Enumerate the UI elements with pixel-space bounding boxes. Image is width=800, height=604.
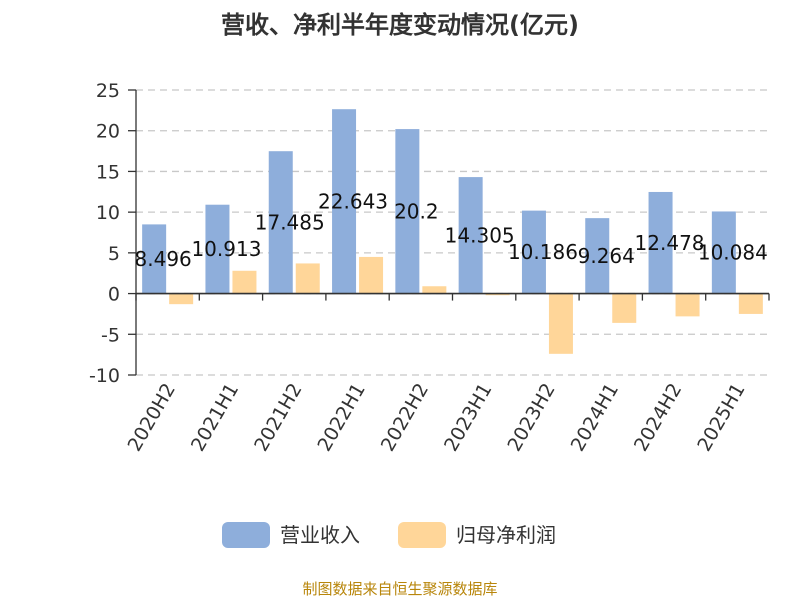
bar-revenue	[458, 177, 483, 294]
data-label-revenue: 8.496	[135, 247, 192, 271]
bar-revenue	[332, 109, 357, 294]
bar-net-profit	[422, 286, 447, 294]
x-tick-label: 2021H2	[250, 380, 306, 456]
data-label-revenue: 9.264	[578, 244, 635, 268]
bar-net-profit	[485, 293, 510, 296]
x-tick-label: 2024H2	[630, 380, 686, 456]
bar-net-profit	[169, 293, 194, 305]
data-label-revenue: 20.2	[394, 199, 439, 223]
x-tick-label: 2023H1	[440, 380, 496, 456]
bar-net-profit	[359, 256, 384, 294]
data-label-revenue: 10.186	[508, 240, 578, 264]
bar-net-profit	[675, 293, 700, 317]
data-label-revenue: 17.485	[255, 210, 325, 234]
x-tick-label: 2024H1	[567, 380, 623, 456]
y-tick-label: -5	[101, 324, 120, 346]
y-tick-label: 0	[108, 284, 120, 306]
data-label-revenue: 10.084	[698, 241, 768, 265]
bar-net-profit	[738, 293, 763, 314]
chart-title: 营收、净利半年度变动情况(亿元)	[221, 11, 579, 39]
bar-net-profit	[232, 270, 257, 294]
legend-label-net-profit: 归母净利润	[456, 523, 556, 547]
y-tick-label: 10	[96, 202, 120, 224]
legend: 营业收入 归母净利润	[222, 522, 556, 548]
y-tick-label: 15	[96, 161, 120, 183]
x-tick-label: 2023H2	[503, 380, 559, 456]
bar-revenue	[585, 218, 610, 294]
bar-revenue	[648, 191, 673, 294]
y-tick-label: -10	[89, 365, 120, 387]
y-tick-label: 20	[96, 121, 120, 143]
x-tick-label: 2022H1	[313, 380, 369, 456]
bar-net-profit	[295, 263, 320, 294]
data-label-revenue: 12.478	[635, 231, 705, 255]
legend-swatch-net-profit	[398, 522, 446, 548]
data-label-revenue: 10.913	[191, 237, 261, 261]
bars	[142, 109, 763, 354]
x-tick-label: 2021H1	[187, 380, 243, 456]
x-tick-label: 2022H2	[377, 380, 433, 456]
bar-revenue	[268, 151, 293, 294]
bar-net-profit	[612, 293, 637, 323]
bar-revenue	[395, 129, 420, 294]
y-tick-label: 5	[108, 243, 120, 265]
bar-net-profit	[548, 293, 573, 354]
y-axis: 25 20 15 10 5 0 -5 -10	[89, 80, 137, 387]
bar-revenue	[205, 204, 230, 294]
y-tick-label: 25	[96, 80, 120, 102]
x-tick-label: 2020H2	[124, 380, 180, 456]
bar-revenue	[711, 211, 736, 294]
source-note: 制图数据来自恒生聚源数据库	[302, 580, 497, 598]
bar-revenue	[521, 210, 546, 294]
legend-label-revenue: 营业收入	[280, 523, 360, 547]
legend-swatch-revenue	[222, 522, 270, 548]
data-label-revenue: 14.305	[445, 223, 515, 247]
bar-revenue	[142, 224, 167, 294]
data-label-revenue: 22.643	[318, 189, 388, 213]
x-tick-label: 2025H1	[693, 380, 749, 456]
